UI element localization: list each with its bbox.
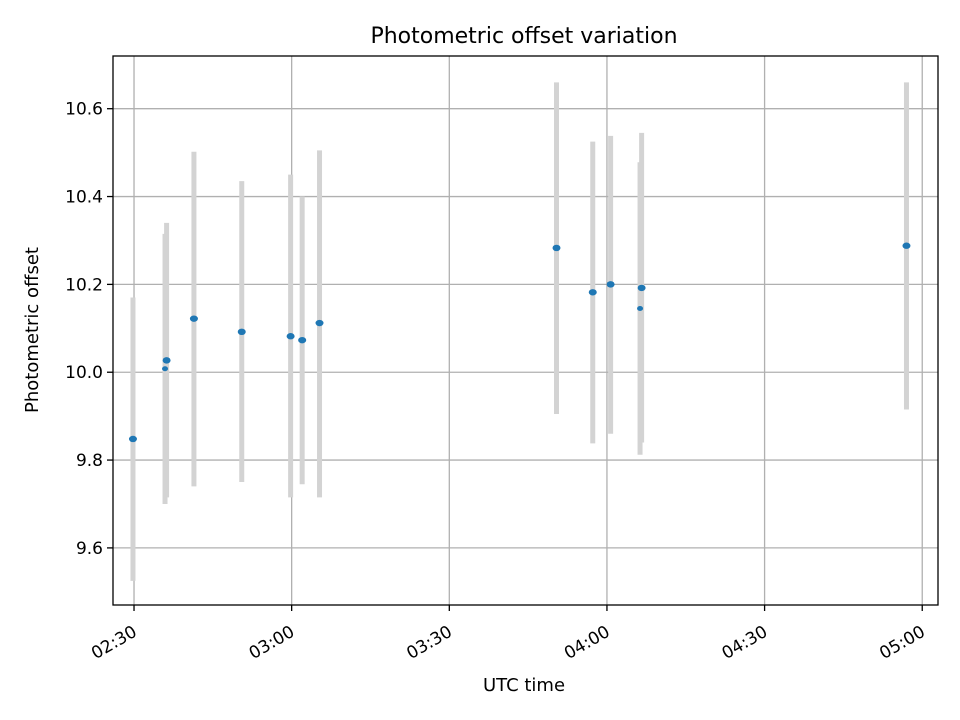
data-point: [237, 328, 246, 336]
data-point: [128, 435, 137, 443]
data-point: [902, 242, 911, 249]
x-tick-label: 03:00: [246, 622, 298, 664]
chart-title: Photometric offset variation: [370, 24, 677, 49]
y-axis-ticks: 9.6 9.8 10.0 10.2 10.4 10.6: [65, 100, 113, 559]
data-point: [637, 284, 646, 292]
data-point: [552, 244, 561, 252]
data-point: [637, 306, 644, 312]
error-bars: [130, 82, 909, 581]
data-point: [298, 336, 307, 344]
y-tick-label: 9.8: [76, 451, 103, 471]
data-points: [128, 242, 911, 443]
x-axis-ticks: 02:30 03:00 03:30 04:00 04:30 05:00: [88, 605, 929, 664]
data-point: [162, 357, 171, 364]
x-tick-label: 04:00: [561, 622, 613, 664]
grid-lines: [113, 56, 938, 605]
y-axis-label: Photometric offset: [22, 247, 43, 413]
y-tick-label: 10.0: [65, 363, 103, 383]
x-tick-label: 02:30: [88, 622, 140, 664]
data-point: [315, 319, 324, 327]
data-point: [162, 366, 169, 372]
data-point: [286, 333, 295, 340]
plot-area-frame: [112, 55, 939, 606]
y-tick-label: 10.6: [65, 100, 103, 120]
x-tick-label: 05:00: [876, 622, 928, 664]
y-tick-label: 10.4: [65, 188, 103, 208]
y-tick-label: 10.2: [65, 275, 103, 295]
x-axis-label: UTC time: [483, 675, 565, 696]
x-tick-label: 04:30: [719, 622, 771, 664]
data-point: [189, 315, 198, 322]
x-tick-label: 03:30: [403, 622, 455, 664]
data-point: [606, 281, 615, 288]
y-tick-label: 9.6: [76, 539, 103, 559]
data-point: [588, 289, 597, 296]
